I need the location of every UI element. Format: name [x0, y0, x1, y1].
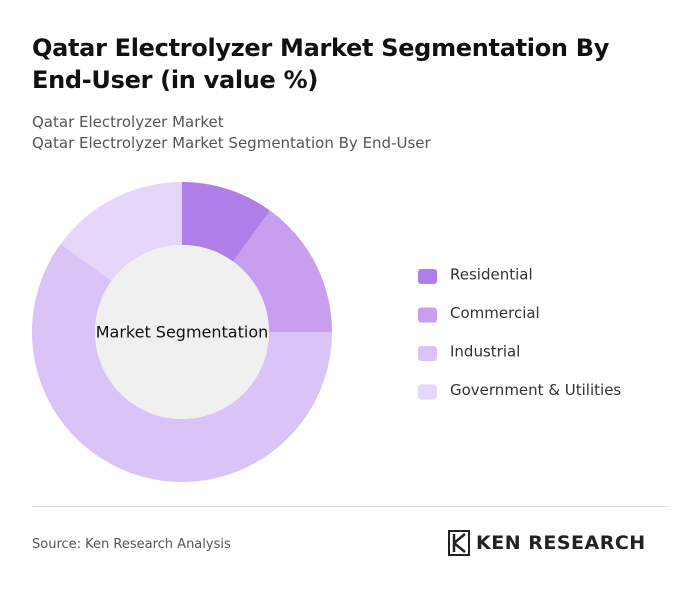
donut-slice: [182, 182, 271, 262]
logo-text: KEN RESEARCH: [476, 532, 646, 554]
legend-swatch: [418, 269, 437, 284]
legend-label: Industrial: [450, 343, 520, 361]
logo: KEN RESEARCH: [448, 530, 646, 556]
legend-swatch: [418, 346, 437, 361]
donut-slice: [32, 243, 333, 482]
logo-icon: [448, 530, 470, 556]
source: Source: Ken Research Analysis: [32, 537, 231, 552]
legend-swatch: [418, 307, 437, 323]
legend-label: Government & Utilities: [450, 381, 621, 399]
subtitle: Qatar Electrolyzer Market: [32, 113, 224, 131]
legend-swatch: [418, 384, 437, 400]
divider: [32, 506, 668, 507]
center-label: Market Segmentation: [96, 323, 269, 342]
subtitle: Qatar Electrolyzer Market Segmentation B…: [32, 134, 431, 152]
legend-label: Commercial: [450, 304, 540, 322]
chart: Residential Commercial Industrial Governmen…: [32, 182, 621, 482]
donut-slice: [233, 210, 332, 332]
legend-label: Residential: [450, 266, 533, 284]
donut-slice: [60, 182, 183, 281]
donut-hole: [95, 245, 269, 419]
chart-title: Qatar Electrolyzer Market Segmentation B…: [32, 34, 610, 94]
